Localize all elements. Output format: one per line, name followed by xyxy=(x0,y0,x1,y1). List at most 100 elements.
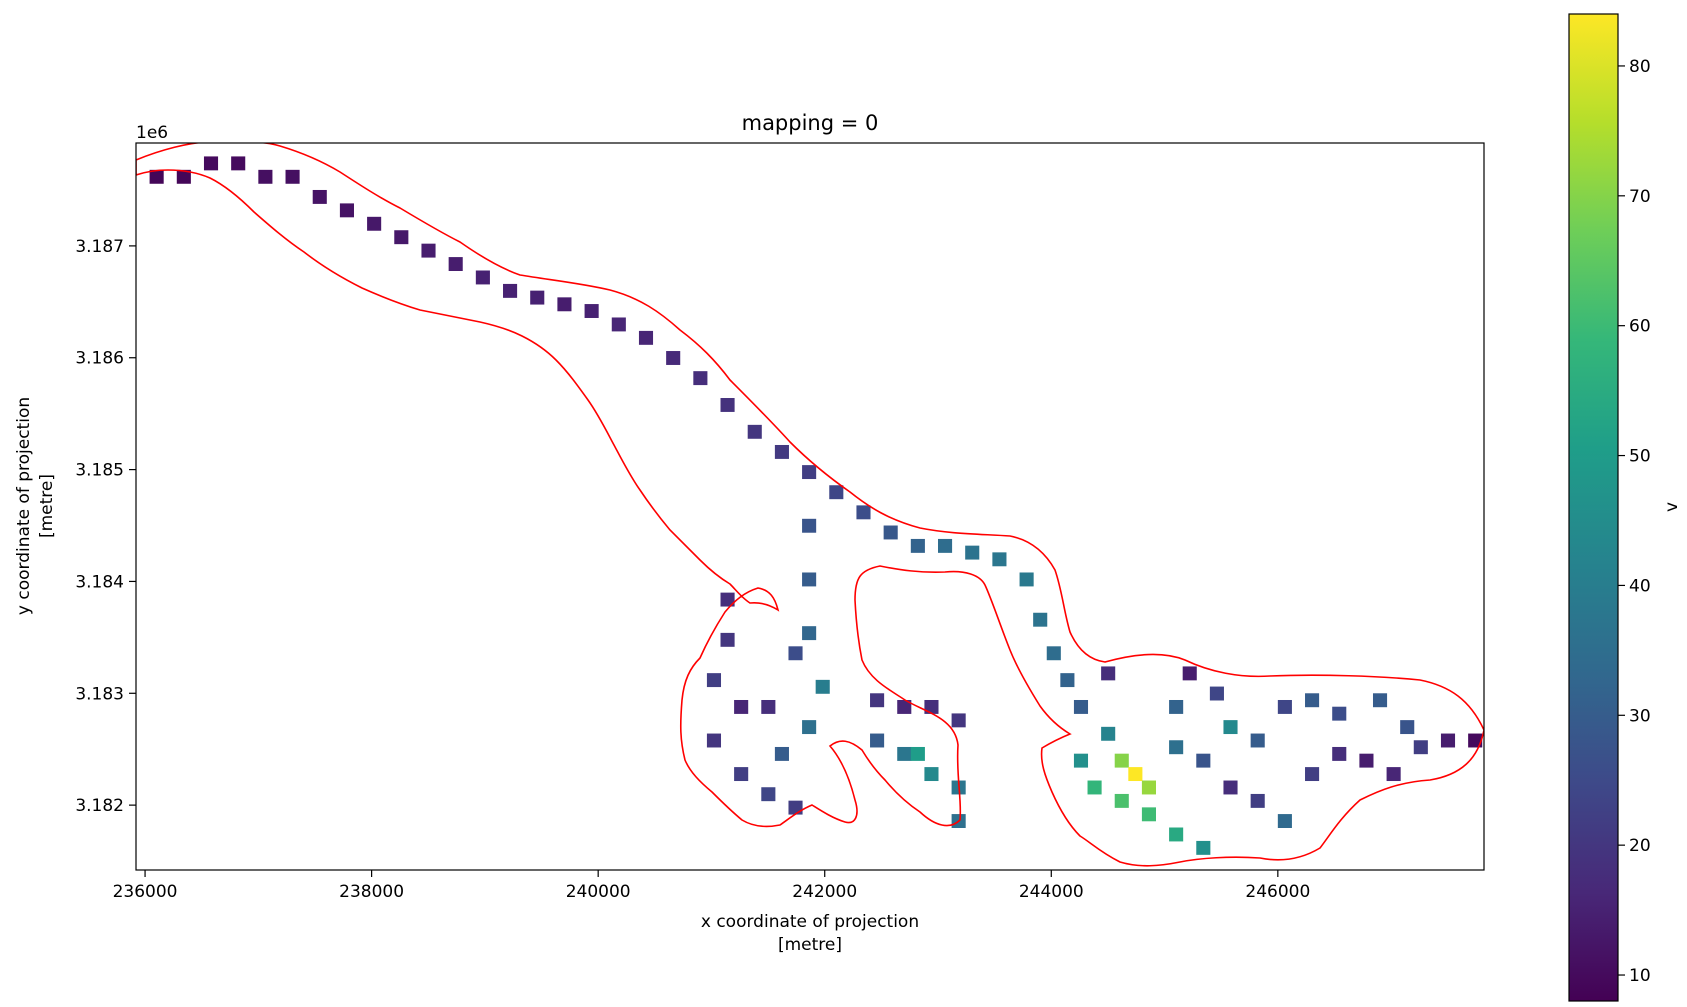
y-axis-label: y coordinate of projection xyxy=(14,397,34,615)
colorbar-tick-label: 20 xyxy=(1629,836,1651,856)
heatmap-cell xyxy=(1141,807,1156,822)
heatmap-cell xyxy=(1033,612,1048,627)
heatmap-cell xyxy=(870,693,885,708)
colorbar-ticks: 10 20 30 40 50 60 70 80 xyxy=(1618,57,1651,986)
heatmap-cell xyxy=(1305,693,1320,708)
heatmap-cell xyxy=(1440,733,1456,748)
heatmap-cell xyxy=(965,545,980,560)
heatmap-cell xyxy=(706,733,722,748)
heatmap-cell xyxy=(883,525,898,540)
heatmap-cell xyxy=(421,243,436,258)
heatmap-cell xyxy=(720,398,735,412)
outline-contour xyxy=(136,143,1484,867)
heatmap-cell xyxy=(774,444,789,459)
heatmap-cell xyxy=(584,304,599,318)
heatmap-cell xyxy=(1169,699,1184,714)
heatmap-cell xyxy=(1141,780,1156,795)
heatmap-cell xyxy=(231,156,246,171)
heatmap-cell xyxy=(638,330,654,345)
heatmap-cell xyxy=(1372,693,1388,708)
x-tick-label: 240000 xyxy=(566,882,631,902)
heatmap-cell xyxy=(747,424,762,439)
heatmap-cell xyxy=(693,371,708,386)
heatmap-cell xyxy=(1250,733,1265,748)
plot-frame xyxy=(135,142,1485,871)
heatmap-cell xyxy=(530,290,545,305)
y-axis-ticks: 3.182 3.183 3.184 3.185 3.186 3.187 xyxy=(75,237,136,816)
heatmap-cell xyxy=(1332,706,1347,721)
heatmap-cell xyxy=(1223,720,1238,735)
heatmap-cell xyxy=(258,169,273,184)
x-tick-label: 242000 xyxy=(792,882,857,902)
heatmap-cell xyxy=(611,317,626,332)
x-tick-label: 246000 xyxy=(1245,882,1310,902)
heatmap-cell xyxy=(1305,767,1320,782)
heatmap-cell xyxy=(815,679,830,694)
y-tick-label: 3.186 xyxy=(75,349,124,369)
heatmap-cell xyxy=(706,673,722,688)
heatmap-cell xyxy=(788,800,803,815)
heatmap-cell xyxy=(720,632,735,647)
colorbar-tick-label: 40 xyxy=(1629,576,1651,596)
heatmap-cell xyxy=(666,351,681,365)
heatmap-cell xyxy=(856,505,871,520)
heatmap-cell xyxy=(367,216,382,231)
x-axis-label: x coordinate of projection xyxy=(701,912,919,932)
heatmap-cell xyxy=(1060,673,1075,688)
heatmap-cell xyxy=(176,169,191,184)
heatmap-cell xyxy=(1114,793,1129,808)
heatmap-cell xyxy=(924,699,939,714)
x-axis-label-unit: [metre] xyxy=(778,935,842,955)
colorbar-tick-label: 80 xyxy=(1629,57,1651,77)
heatmap-cell xyxy=(557,297,572,312)
colorbar-tick-label: 10 xyxy=(1629,966,1651,986)
heatmap-cell xyxy=(910,746,925,761)
heatmap-cell xyxy=(1413,740,1428,755)
heatmap-cell xyxy=(802,572,817,587)
heatmap-cell xyxy=(1073,699,1089,714)
heatmap-cell xyxy=(312,189,327,204)
heatmap-cell xyxy=(802,626,817,641)
heatmap-cell xyxy=(1468,733,1483,748)
chart-title: mapping = 0 xyxy=(742,111,879,135)
heatmap-cell xyxy=(448,257,463,272)
heatmap-cell xyxy=(951,713,966,728)
heatmap-cell xyxy=(829,485,844,500)
x-tick-label: 236000 xyxy=(113,882,178,902)
colorbar-label: v xyxy=(1662,502,1682,512)
heatmap-cell xyxy=(924,767,939,782)
heatmap-cell xyxy=(1182,666,1197,681)
heatmap-cell xyxy=(1223,780,1238,795)
heatmap-cell xyxy=(761,787,776,802)
colorbar-tick-label: 50 xyxy=(1629,447,1651,467)
heatmap-cell xyxy=(938,538,953,553)
heatmap-cell xyxy=(720,592,735,607)
x-tick-label: 244000 xyxy=(1019,882,1084,902)
heatmap-cell xyxy=(1250,793,1265,808)
heatmap-cell xyxy=(1114,753,1129,768)
heatmap-cell xyxy=(1128,767,1143,782)
heatmap-cell xyxy=(1101,666,1116,681)
heatmap-cell xyxy=(897,746,912,761)
heatmap-cell xyxy=(1386,767,1401,782)
heatmap-cell xyxy=(1087,780,1102,795)
heatmap-cell xyxy=(910,538,925,553)
heatmap-cell xyxy=(774,746,789,761)
heatmap-cell xyxy=(1196,753,1211,768)
colorbar-tick-label: 30 xyxy=(1629,706,1651,726)
colorbar-tick-label: 70 xyxy=(1629,187,1651,207)
y-axis-label-unit: [metre] xyxy=(37,474,57,538)
heatmap-cell xyxy=(1169,827,1184,842)
heatmap-cell xyxy=(394,230,409,245)
heatmap-cells xyxy=(149,156,1483,855)
heatmap-cell xyxy=(802,465,817,480)
heatmap-cell xyxy=(1169,740,1184,755)
heatmap-cell xyxy=(1019,572,1034,587)
heatmap-cell xyxy=(339,203,354,218)
colorbar-tick-label: 60 xyxy=(1629,317,1651,337)
heatmap-cell xyxy=(1332,746,1347,761)
heatmap-cell xyxy=(870,733,885,748)
heatmap-cell xyxy=(1277,814,1292,828)
x-axis-ticks: 236000 238000 240000 242000 244000 246000 xyxy=(113,870,1310,902)
heatmap-cell xyxy=(802,720,817,735)
